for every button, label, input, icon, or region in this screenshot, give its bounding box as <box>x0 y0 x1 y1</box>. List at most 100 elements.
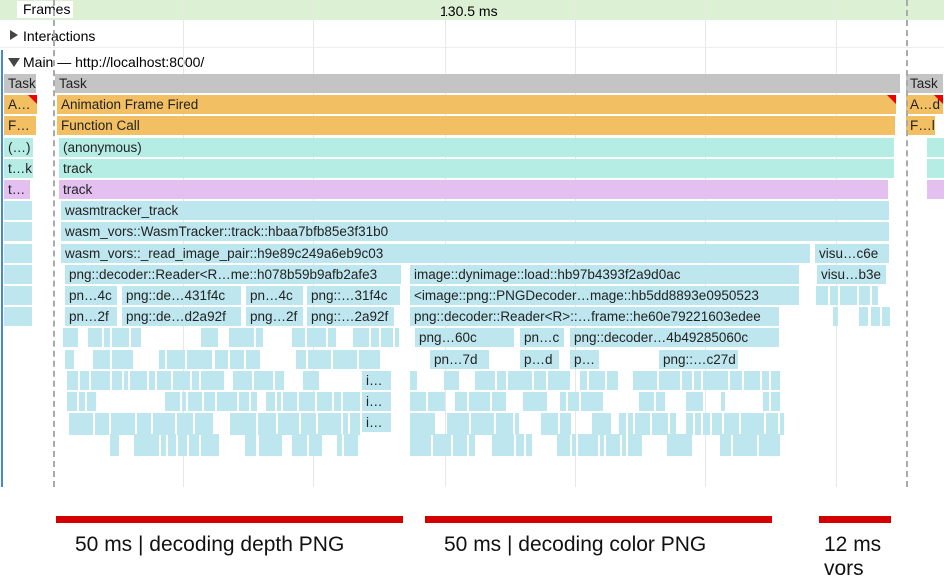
flame-event[interactable]: pn…7d <box>430 349 490 369</box>
collapse-icon[interactable] <box>8 57 20 67</box>
warning-marker <box>934 95 943 105</box>
flame-event[interactable]: visu…b3e <box>817 264 887 284</box>
slice <box>129 370 147 390</box>
slice <box>334 392 342 411</box>
flame-event[interactable]: track <box>59 180 889 199</box>
flame-event[interactable]: i… <box>362 413 392 433</box>
flame-event[interactable]: pn…2f <box>65 307 118 327</box>
slice <box>165 392 180 411</box>
flame-event[interactable]: Task <box>55 74 901 93</box>
time-grid-line <box>705 0 706 487</box>
slice <box>720 434 732 457</box>
track-selection <box>1 50 3 487</box>
slice <box>556 434 570 457</box>
flame-event[interactable]: wasm_vors::WasmTracker::track::hbaa7bfb8… <box>61 222 890 242</box>
flame-event[interactable]: wasm_vors::_read_image_pair::h9e89c249a6… <box>61 243 811 263</box>
flame-event[interactable]: (anonymous) <box>59 137 895 157</box>
slice <box>4 201 32 221</box>
flame-event[interactable]: image::dynimage::load::hb97b4393f2a9d0ac <box>410 264 800 284</box>
flame-event[interactable]: pn…c <box>520 328 565 348</box>
slice <box>92 349 110 369</box>
interactions-label: Interactions <box>23 28 96 44</box>
slice <box>669 413 676 436</box>
flame-event[interactable]: png::decoder…4b49285060c <box>570 328 780 348</box>
flame-event[interactable]: Animation Frame Fired <box>57 95 897 115</box>
slice <box>166 349 186 369</box>
flame-event[interactable]: png::de…431f4c <box>122 286 242 305</box>
flame-event[interactable]: p… <box>570 349 600 369</box>
flame-event[interactable]: png::…2a92f <box>307 307 395 327</box>
slice <box>577 434 598 457</box>
slice <box>295 349 306 369</box>
slice <box>188 434 200 457</box>
flame-event[interactable]: visu…c6e <box>815 243 890 263</box>
flame-event[interactable]: png::de…d2a92f <box>122 307 242 327</box>
interactions-track[interactable] <box>0 22 944 48</box>
flame-event[interactable]: png::decoder::Reader<R>::…frame::he60e79… <box>410 307 780 327</box>
flame-event[interactable]: F… <box>4 116 37 136</box>
slice <box>858 286 871 305</box>
flame-event[interactable]: track <box>59 158 895 178</box>
time-grid-line <box>183 0 184 487</box>
flame-event[interactable]: t… <box>4 180 31 199</box>
slice <box>816 286 829 305</box>
flame-event[interactable]: (…) <box>4 137 34 157</box>
slice <box>685 392 703 411</box>
frames-track[interactable] <box>0 0 944 20</box>
slice <box>927 180 944 199</box>
slice <box>123 370 128 390</box>
flame-event[interactable]: pn…4c <box>246 286 304 305</box>
slice <box>167 434 176 457</box>
slice <box>655 392 666 411</box>
flame-event[interactable]: A…d <box>906 95 944 115</box>
slice <box>258 434 283 457</box>
slice <box>316 392 333 411</box>
expand-icon[interactable] <box>9 30 19 40</box>
slice <box>694 413 702 436</box>
flame-event[interactable]: pn…4c <box>65 286 118 305</box>
flame-event[interactable]: p…d <box>520 349 560 369</box>
flame-event[interactable]: Task <box>906 74 944 93</box>
annotation-label: 50 ms | decoding color PNG <box>444 533 707 556</box>
slice <box>303 370 320 390</box>
slice <box>350 413 360 436</box>
slice <box>130 328 142 348</box>
slice <box>761 370 769 390</box>
slice <box>276 392 282 411</box>
slice <box>307 328 326 348</box>
slice <box>452 434 467 457</box>
flame-event[interactable]: Function Call <box>57 116 896 136</box>
slice <box>177 434 187 457</box>
slice <box>410 392 426 411</box>
slice <box>721 392 726 411</box>
slice <box>724 413 739 436</box>
slice <box>740 413 765 436</box>
flame-event[interactable]: png::decoder::Reader<R…me::h078b59b9afb2… <box>65 264 402 284</box>
slice <box>94 413 110 436</box>
annotation-label: 12 ms vors <box>824 533 882 579</box>
slice <box>371 328 379 348</box>
slice <box>579 370 587 390</box>
flame-event[interactable]: t…k <box>4 158 34 178</box>
slice <box>703 413 710 436</box>
slice <box>214 349 229 369</box>
flame-event[interactable]: F…l <box>906 116 936 136</box>
slice <box>495 413 513 436</box>
slice <box>628 434 642 457</box>
slice <box>79 392 85 411</box>
flame-event[interactable]: png…60c <box>415 328 515 348</box>
flame-event[interactable]: i… <box>362 370 392 390</box>
slice <box>4 222 32 242</box>
flame-event[interactable]: <image::png::PNGDecoder…mage::hb5dd8893e… <box>410 286 800 305</box>
flame-event[interactable]: png::…31f4c <box>307 286 401 305</box>
flame-event[interactable]: png::…c27d <box>659 349 739 369</box>
flame-event[interactable]: wasmtracker_track <box>61 201 890 221</box>
slice <box>567 392 580 411</box>
slice <box>194 413 213 436</box>
flame-event[interactable]: i… <box>362 392 392 411</box>
flame-event[interactable]: A… <box>4 95 38 115</box>
flame-event[interactable]: png…2f <box>246 307 304 327</box>
flame-event[interactable]: Task <box>4 74 37 93</box>
slice <box>111 413 135 436</box>
slice <box>830 286 839 305</box>
